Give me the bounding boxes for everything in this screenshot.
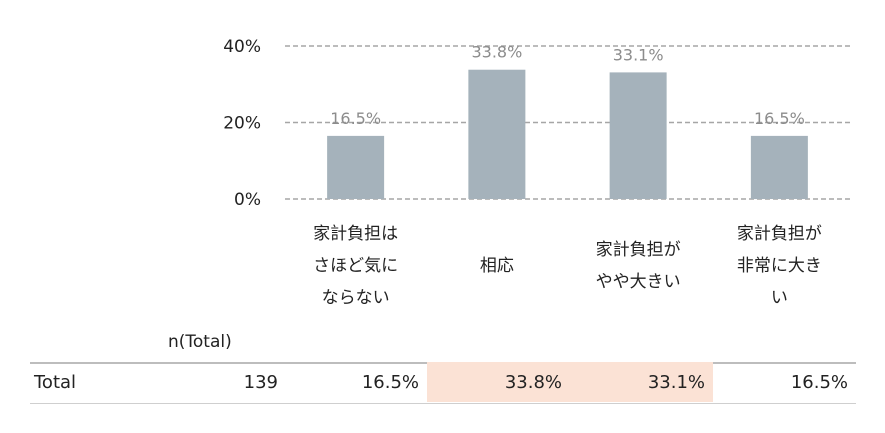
cell-value: 16.5% [361,371,419,393]
category-label: 家計負担が非常に大きい [737,224,822,308]
bar [327,135,385,199]
data-labels: 16.5% 33.8% 33.1% 16.5% [330,43,805,128]
bar [750,135,808,199]
grid-lines [285,45,850,200]
cell-value: 33.1% [570,362,713,402]
category-label: 相応 [480,256,514,276]
row-n-value: 139 [243,371,278,393]
data-label: 16.5% [330,109,381,128]
table-row: Total 139 16.5% 33.8% 33.1% 16.5% [30,362,856,402]
bars [327,69,808,199]
bar-chart: 0% 20% 40% 16.5% 33.8% 33.1% 16.5% 家計負担はさほど気に… [223,37,850,308]
table-bottom-rule [30,403,856,404]
bar [609,72,667,199]
y-tick-label: 40% [223,37,261,57]
n-total-header: n(Total) [168,332,232,352]
data-label: 33.1% [613,45,664,64]
data-label: 16.5% [754,109,805,128]
row-label: Total [34,371,77,393]
category-label: 家計負担がやや大きい [596,240,681,292]
summary-table: Total 139 16.5% 33.8% 33.1% 16.5% [30,362,856,402]
cell-value: 33.8% [427,362,570,402]
y-tick-label: 0% [234,190,261,210]
bar [468,69,526,199]
category-label: 家計負担はさほど気にならない [313,224,398,308]
data-label: 33.8% [471,43,522,62]
cell-value: 16.5% [790,371,848,393]
y-axis-ticks: 0% 20% 40% [223,37,261,210]
category-labels: 家計負担はさほど気にならない 相応 家計負担がやや大きい 家計負担が非常に大きい [313,224,822,308]
y-tick-label: 20% [223,114,261,134]
